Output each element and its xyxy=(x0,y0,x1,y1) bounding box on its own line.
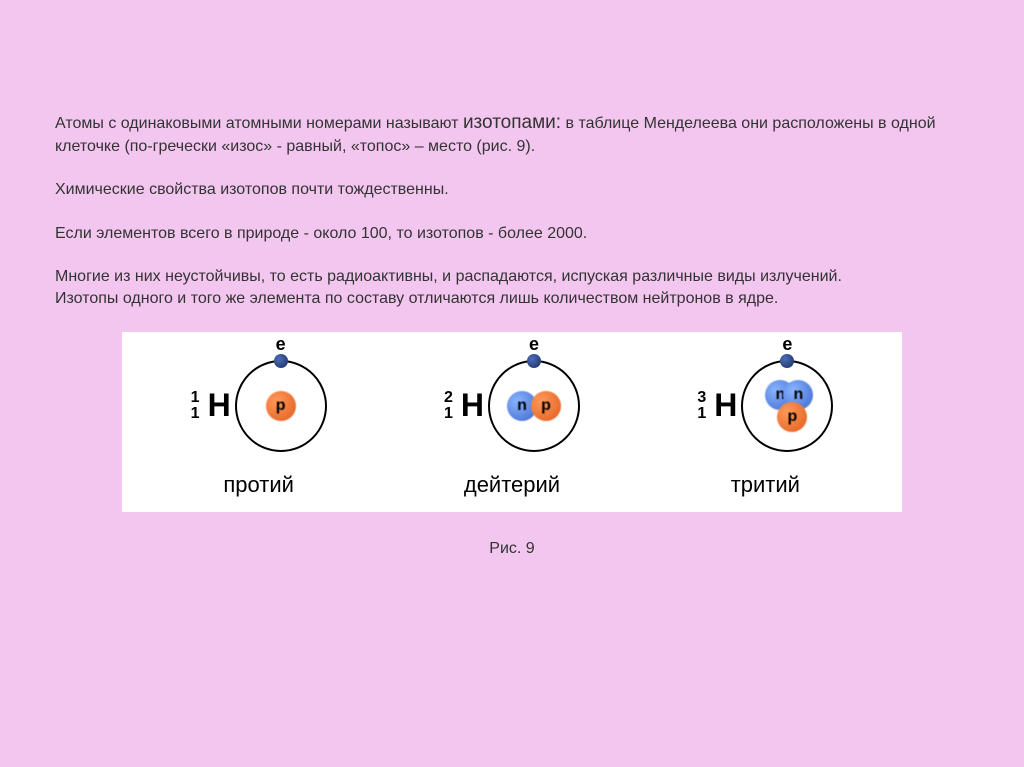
element-symbol: H xyxy=(714,387,737,424)
electron-label: e xyxy=(782,334,792,355)
mass-number: 3 xyxy=(697,390,706,406)
p5: Изотопы одного и того же элемента по сос… xyxy=(55,290,778,307)
element-symbol: H xyxy=(461,387,484,424)
isotope-name: тритий xyxy=(731,472,800,498)
isotope-name: протий xyxy=(223,472,294,498)
isotope-tritium: 3 1 H e n n p тритий xyxy=(697,346,833,498)
paragraph-1: Атомы с одинаковыми атомными номерами на… xyxy=(55,110,974,157)
atomic-number: 1 xyxy=(191,406,200,422)
atomic-number: 1 xyxy=(444,406,453,422)
electron-icon xyxy=(274,354,288,368)
nuclide-symbol: 3 1 xyxy=(697,390,706,422)
electron-label: e xyxy=(529,334,539,355)
proton-icon: p xyxy=(266,391,296,421)
electron-orbit: e p xyxy=(235,360,327,452)
term-isotopes: изотопами: xyxy=(463,112,561,133)
nucleus: p xyxy=(266,391,296,421)
element-symbol: H xyxy=(208,387,231,424)
paragraph-3: Если элементов всего в природе - около 1… xyxy=(55,223,974,245)
electron-orbit: e n n p xyxy=(741,360,833,452)
figure-caption: Рис. 9 xyxy=(0,540,1024,558)
proton-icon: p xyxy=(531,391,561,421)
electron-label: e xyxy=(276,334,286,355)
nucleus: n n p xyxy=(759,380,815,432)
electron-icon xyxy=(527,354,541,368)
electron-orbit: e n p xyxy=(488,360,580,452)
electron-icon xyxy=(780,354,794,368)
paragraph-2: Химические свойства изотопов почти тожде… xyxy=(55,179,974,201)
isotope-name: дейтерий xyxy=(464,472,560,498)
p4: Многие из них неустойчивы, то есть радио… xyxy=(55,268,842,285)
nuclide-symbol: 2 1 xyxy=(444,390,453,422)
isotope-figure: 1 1 H e p протий 2 1 H e xyxy=(122,332,902,512)
isotope-protium: 1 1 H e p протий xyxy=(191,346,327,498)
nuclide-symbol: 1 1 xyxy=(191,390,200,422)
paragraph-4-5: Многие из них неустойчивы, то есть радио… xyxy=(55,266,974,309)
proton-icon: p xyxy=(777,402,807,432)
p1-part-a: Атомы с одинаковыми атомными номерами на… xyxy=(55,115,463,132)
slide-text: Атомы с одинаковыми атомными номерами на… xyxy=(0,0,1024,310)
isotope-deuterium: 2 1 H e n p дейтерий xyxy=(444,346,580,498)
atomic-number: 1 xyxy=(697,406,706,422)
mass-number: 1 xyxy=(191,390,200,406)
mass-number: 2 xyxy=(444,390,453,406)
